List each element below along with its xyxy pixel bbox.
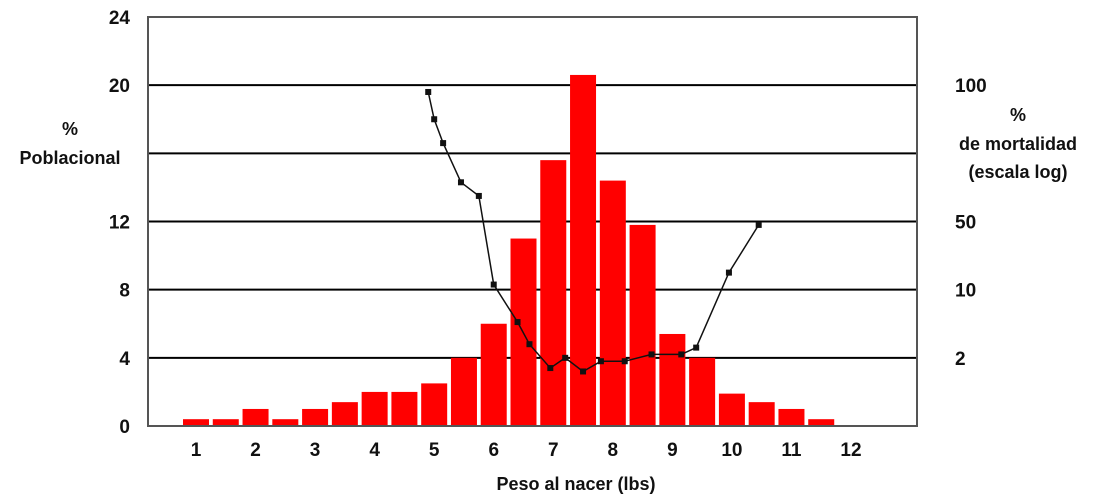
mortality-point <box>425 88 432 95</box>
y-right-label-line1: % <box>1010 105 1026 125</box>
y-left-label-line2: Poblacional <box>19 148 120 168</box>
y-left-tick-label: 8 <box>119 281 130 302</box>
y-right-tick-label: 50 <box>955 213 976 234</box>
bar <box>183 419 209 426</box>
x-tick-label: 4 <box>369 440 380 461</box>
x-tick-label: 8 <box>608 440 619 461</box>
bar <box>242 408 269 426</box>
y-left-tick-label: 4 <box>119 349 130 370</box>
bar <box>212 419 239 426</box>
mortality-point <box>648 351 655 358</box>
y-left-label-line1: % <box>62 119 78 139</box>
bar <box>272 419 299 426</box>
bar <box>421 383 448 426</box>
y-right-tick-label: 2 <box>955 349 966 370</box>
bar <box>361 391 388 426</box>
y-left-tick-label: 24 <box>109 8 131 29</box>
x-tick-label: 7 <box>548 440 559 461</box>
x-tick-label: 12 <box>840 440 861 461</box>
bar <box>599 180 626 426</box>
bar <box>778 408 805 426</box>
x-tick-label: 10 <box>721 440 742 461</box>
x-tick-label: 9 <box>667 440 678 461</box>
y-right-tick-label: 100 <box>955 76 987 97</box>
mortality-point <box>457 179 464 186</box>
x-tick-label: 2 <box>250 440 261 461</box>
bar <box>480 323 507 426</box>
y-right-tick-label: 10 <box>955 281 976 302</box>
x-tick-label: 11 <box>781 440 802 461</box>
mortality-point <box>621 358 628 365</box>
x-tick-label: 5 <box>429 440 440 461</box>
x-axis-label: Peso al nacer (lbs) <box>496 474 655 494</box>
right-axis-ticks: 2 10 50 100 <box>955 76 987 370</box>
bar <box>629 224 656 426</box>
y-right-label-line3: (escala log) <box>968 162 1067 182</box>
mortality-point <box>725 269 732 276</box>
bar <box>450 357 477 426</box>
x-tick-label: 1 <box>191 440 202 461</box>
mortality-point <box>440 140 447 147</box>
mortality-point <box>547 365 554 372</box>
bar <box>659 333 686 426</box>
bar <box>748 402 775 426</box>
left-axis-ticks: 0 4 8 12 20 24 <box>109 8 131 438</box>
bar <box>570 74 597 427</box>
y-right-label-line2: de mortalidad <box>959 134 1077 154</box>
bars <box>183 74 835 427</box>
mortality-point <box>597 358 604 365</box>
mortality-point <box>431 116 438 123</box>
x-axis-ticks: 1 2 3 4 5 6 7 8 9 10 11 12 <box>191 440 862 461</box>
gridlines <box>148 84 917 359</box>
mortality-point <box>562 354 569 361</box>
bar <box>331 402 358 426</box>
bar <box>718 393 745 426</box>
mortality-point <box>490 281 497 288</box>
x-tick-label: 6 <box>488 440 499 461</box>
mortality-point <box>514 319 521 326</box>
plot-frame <box>147 16 918 427</box>
mortality-point <box>678 351 685 358</box>
y-left-tick-label: 0 <box>119 417 130 438</box>
mortality-point <box>693 344 700 351</box>
y-left-tick-label: 20 <box>109 76 130 97</box>
mortality-line-group <box>425 88 762 375</box>
y-left-tick-label: 12 <box>109 213 130 234</box>
mortality-point <box>526 341 533 348</box>
x-tick-label: 3 <box>310 440 321 461</box>
bar <box>391 391 418 426</box>
bar <box>808 419 835 426</box>
mortality-point <box>755 221 762 228</box>
bar <box>689 357 716 426</box>
mortality-point <box>475 192 482 199</box>
mortality-point <box>580 368 587 375</box>
bar <box>302 408 329 426</box>
bar <box>540 160 567 426</box>
